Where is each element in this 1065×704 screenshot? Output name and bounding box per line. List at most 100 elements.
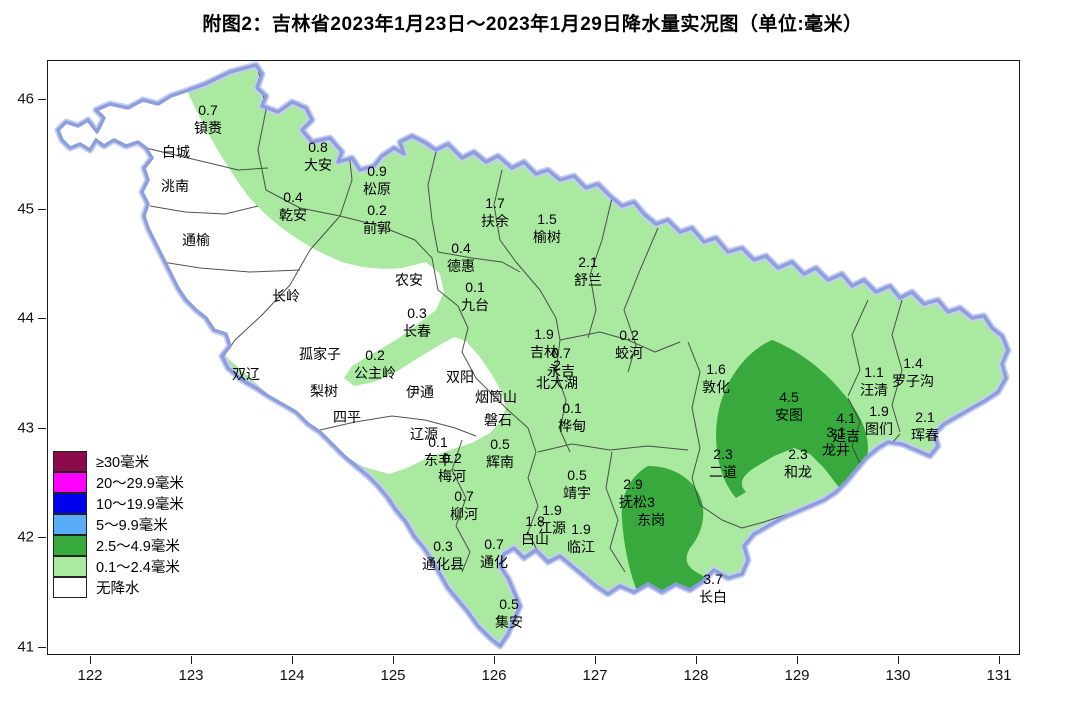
legend-row: 无降水 bbox=[53, 576, 184, 598]
station-label: 3 东岗 bbox=[637, 493, 665, 529]
station-value: 4.5 bbox=[779, 389, 799, 405]
station-value: 0.7 bbox=[484, 536, 504, 552]
station-value: 0.1 bbox=[428, 434, 448, 450]
station-name: 二道 bbox=[709, 464, 737, 480]
station-name: 临江 bbox=[567, 539, 595, 555]
station-value: 0.5 bbox=[499, 596, 519, 612]
station-label: 0.5 集安 bbox=[495, 595, 523, 631]
station-value: 0.9 bbox=[367, 163, 387, 179]
legend-color-swatch bbox=[53, 450, 87, 472]
place-label: 烟筒山 bbox=[475, 389, 517, 405]
station-name: 通化县 bbox=[422, 556, 464, 572]
y-axis-tick-label: 44 bbox=[17, 309, 34, 327]
station-label: 0.5 靖宇 bbox=[563, 466, 591, 502]
station-name: 安图 bbox=[775, 407, 803, 423]
station-value: 0.7 bbox=[551, 345, 571, 361]
station-label: 0.3 长春 bbox=[403, 304, 431, 340]
station-name: 辉南 bbox=[486, 454, 514, 470]
station-name: 图们 bbox=[865, 421, 893, 437]
x-axis-tick-label: 130 bbox=[885, 667, 911, 684]
x-axis-tick-label: 124 bbox=[279, 667, 305, 684]
place-label: 磐石 bbox=[484, 412, 512, 428]
place-label: 伊通 bbox=[406, 384, 434, 400]
station-name: 前郭 bbox=[363, 220, 391, 236]
y-axis-tick bbox=[38, 427, 46, 429]
station-label: 0.7 镇赉 bbox=[194, 101, 222, 137]
legend-color-swatch bbox=[53, 555, 87, 577]
station-name: 东丰 bbox=[424, 452, 452, 468]
station-label: 0.2 前郭 bbox=[363, 201, 391, 237]
station-value: 0.8 bbox=[308, 139, 328, 155]
station-value: 0.7 bbox=[198, 102, 218, 118]
y-axis-tick-label: 42 bbox=[17, 528, 34, 546]
station-label: 0.2 梅河 bbox=[438, 449, 466, 485]
station-label: 1.5 榆树 bbox=[533, 210, 561, 246]
station-value: 0.4 bbox=[451, 240, 471, 256]
x-axis-tick bbox=[90, 656, 91, 664]
place-label: 孤家子 bbox=[299, 346, 341, 362]
station-name: 东岗 bbox=[637, 512, 665, 528]
x-axis-tick-label: 129 bbox=[784, 667, 810, 684]
heavy-rain-region-antu bbox=[716, 340, 868, 498]
station-label: 2.3 二道 bbox=[709, 445, 737, 481]
station-label: 1.1 汪清 bbox=[860, 363, 888, 399]
x-axis-tick bbox=[898, 656, 899, 664]
station-label: 0.7 永吉 bbox=[547, 344, 575, 380]
station-label: 1.7 扶余 bbox=[481, 194, 509, 230]
station-name: 乾安 bbox=[279, 207, 307, 223]
station-label: 3.1 龙井 bbox=[822, 423, 850, 459]
x-axis-tick bbox=[292, 656, 293, 664]
place-label: 白城 bbox=[162, 144, 190, 160]
station-value: 0.7 bbox=[454, 488, 474, 504]
station-label: 1.9 图们 bbox=[865, 402, 893, 438]
x-axis-tick bbox=[797, 656, 798, 664]
station-name: 舒兰 bbox=[574, 272, 602, 288]
station-label: 1.4 罗子沟 bbox=[892, 354, 934, 390]
station-name: 抚松 bbox=[619, 494, 647, 510]
station-name: 珲春 bbox=[911, 427, 939, 443]
station-label: 2 北大湖 bbox=[536, 356, 578, 392]
y-axis-tick bbox=[38, 99, 46, 100]
station-label: 0.1 东丰 bbox=[424, 433, 452, 469]
station-label: 2.1 珲春 bbox=[911, 408, 939, 444]
station-name: 长白 bbox=[699, 589, 727, 605]
legend-color-swatch bbox=[53, 492, 87, 514]
x-axis-tick bbox=[999, 656, 1000, 664]
station-label: 2.1 舒兰 bbox=[574, 253, 602, 289]
station-name: 桦甸 bbox=[558, 418, 586, 434]
station-value: 2.9 bbox=[623, 476, 643, 492]
station-name: 扶余 bbox=[481, 213, 509, 229]
place-label: 长岭 bbox=[272, 288, 300, 304]
station-name: 吉林 bbox=[530, 344, 558, 360]
station-value: 2.1 bbox=[578, 254, 598, 270]
y-axis-tick-label: 43 bbox=[17, 419, 34, 436]
station-name: 长春 bbox=[403, 323, 431, 339]
y-axis-tick bbox=[38, 208, 46, 210]
legend-item-label: ≥30毫米 bbox=[96, 455, 150, 471]
legend-item-label: 20～29.9毫米 bbox=[96, 476, 184, 492]
legend-item-label: 0.1～2.4毫米 bbox=[96, 560, 180, 576]
station-label: 2.9 抚松 bbox=[619, 475, 647, 511]
station-label: 0.7 通化 bbox=[480, 535, 508, 571]
station-value: 0.5 bbox=[567, 467, 587, 483]
station-value: 3.1 bbox=[826, 424, 846, 440]
station-label: 2.3 和龙 bbox=[784, 445, 812, 481]
y-axis-tick bbox=[38, 646, 46, 648]
station-value: 1.9 bbox=[571, 521, 591, 537]
station-name: 柳河 bbox=[450, 506, 478, 522]
legend-row: 2.5～4.9毫米 bbox=[53, 534, 184, 556]
legend-color-swatch bbox=[53, 471, 87, 493]
station-label: 0.1 桦甸 bbox=[558, 399, 586, 435]
station-label: 1.8 白山 bbox=[521, 512, 549, 548]
station-label: 0.9 松原 bbox=[363, 162, 391, 198]
station-value: 0.2 bbox=[367, 202, 387, 218]
station-name: 镇赉 bbox=[194, 120, 222, 136]
county-boundaries bbox=[145, 67, 903, 573]
station-label: 0.4 乾安 bbox=[279, 188, 307, 224]
place-label: 梨树 bbox=[310, 383, 338, 399]
place-label: 通榆 bbox=[182, 232, 210, 248]
station-value: 0.2 bbox=[365, 347, 385, 363]
legend-item-label: 2.5～4.9毫米 bbox=[96, 539, 180, 555]
station-value: 1.7 bbox=[485, 195, 505, 211]
